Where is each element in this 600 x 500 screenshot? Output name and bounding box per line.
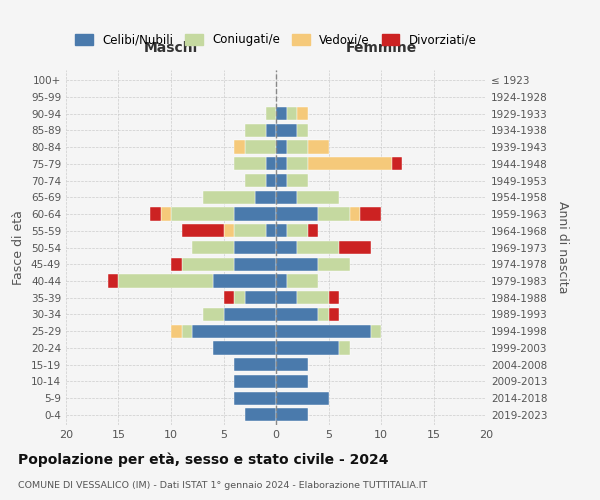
- Bar: [360, 208, 381, 220]
- Bar: [245, 408, 276, 422]
- Bar: [276, 358, 308, 371]
- Bar: [308, 157, 392, 170]
- Bar: [297, 107, 308, 120]
- Bar: [265, 124, 276, 137]
- Bar: [287, 274, 318, 287]
- Bar: [265, 174, 276, 187]
- Bar: [245, 291, 276, 304]
- Bar: [265, 107, 276, 120]
- Bar: [349, 208, 360, 220]
- Bar: [182, 324, 192, 338]
- Bar: [276, 308, 318, 321]
- Bar: [234, 392, 276, 404]
- Bar: [276, 224, 287, 237]
- Bar: [276, 291, 297, 304]
- Bar: [245, 124, 265, 137]
- Bar: [171, 258, 182, 271]
- Text: Femmine: Femmine: [346, 41, 416, 55]
- Bar: [297, 291, 329, 304]
- Bar: [287, 140, 308, 153]
- Bar: [276, 274, 287, 287]
- Legend: Celibi/Nubili, Coniugati/e, Vedovi/e, Divorziati/e: Celibi/Nubili, Coniugati/e, Vedovi/e, Di…: [72, 30, 480, 50]
- Y-axis label: Anni di nascita: Anni di nascita: [556, 201, 569, 294]
- Text: Maschi: Maschi: [144, 41, 198, 55]
- Bar: [308, 224, 318, 237]
- Bar: [297, 241, 339, 254]
- Bar: [339, 241, 371, 254]
- Bar: [276, 324, 371, 338]
- Bar: [287, 174, 308, 187]
- Bar: [297, 124, 308, 137]
- Bar: [276, 208, 318, 220]
- Bar: [318, 208, 349, 220]
- Bar: [171, 208, 234, 220]
- Bar: [234, 140, 245, 153]
- Bar: [203, 308, 223, 321]
- Bar: [182, 258, 234, 271]
- Bar: [234, 375, 276, 388]
- Bar: [276, 241, 297, 254]
- Bar: [203, 190, 255, 204]
- Bar: [245, 174, 265, 187]
- Bar: [392, 157, 402, 170]
- Bar: [276, 124, 297, 137]
- Bar: [213, 342, 276, 354]
- Bar: [234, 208, 276, 220]
- Bar: [329, 291, 339, 304]
- Bar: [255, 190, 276, 204]
- Bar: [287, 224, 308, 237]
- Bar: [234, 224, 265, 237]
- Bar: [161, 208, 171, 220]
- Bar: [213, 274, 276, 287]
- Bar: [329, 308, 339, 321]
- Bar: [265, 157, 276, 170]
- Bar: [276, 392, 329, 404]
- Text: COMUNE DI VESSALICO (IM) - Dati ISTAT 1° gennaio 2024 - Elaborazione TUTTITALIA.: COMUNE DI VESSALICO (IM) - Dati ISTAT 1°…: [18, 481, 427, 490]
- Bar: [182, 224, 223, 237]
- Bar: [192, 241, 234, 254]
- Bar: [318, 308, 329, 321]
- Bar: [276, 375, 308, 388]
- Bar: [223, 308, 276, 321]
- Bar: [371, 324, 381, 338]
- Bar: [223, 224, 234, 237]
- Bar: [318, 258, 349, 271]
- Bar: [171, 324, 182, 338]
- Bar: [276, 190, 297, 204]
- Bar: [223, 291, 234, 304]
- Bar: [276, 408, 308, 422]
- Y-axis label: Fasce di età: Fasce di età: [13, 210, 25, 285]
- Bar: [339, 342, 349, 354]
- Bar: [234, 358, 276, 371]
- Bar: [192, 324, 276, 338]
- Bar: [265, 224, 276, 237]
- Bar: [234, 241, 276, 254]
- Bar: [287, 157, 308, 170]
- Bar: [276, 258, 318, 271]
- Text: Popolazione per età, sesso e stato civile - 2024: Popolazione per età, sesso e stato civil…: [18, 452, 389, 467]
- Bar: [234, 258, 276, 271]
- Bar: [276, 107, 287, 120]
- Bar: [150, 208, 161, 220]
- Bar: [276, 157, 287, 170]
- Bar: [276, 140, 287, 153]
- Bar: [287, 107, 297, 120]
- Bar: [234, 291, 245, 304]
- Bar: [234, 157, 265, 170]
- Bar: [297, 190, 339, 204]
- Bar: [276, 342, 339, 354]
- Bar: [108, 274, 118, 287]
- Bar: [276, 174, 287, 187]
- Bar: [245, 140, 276, 153]
- Bar: [118, 274, 213, 287]
- Bar: [308, 140, 329, 153]
